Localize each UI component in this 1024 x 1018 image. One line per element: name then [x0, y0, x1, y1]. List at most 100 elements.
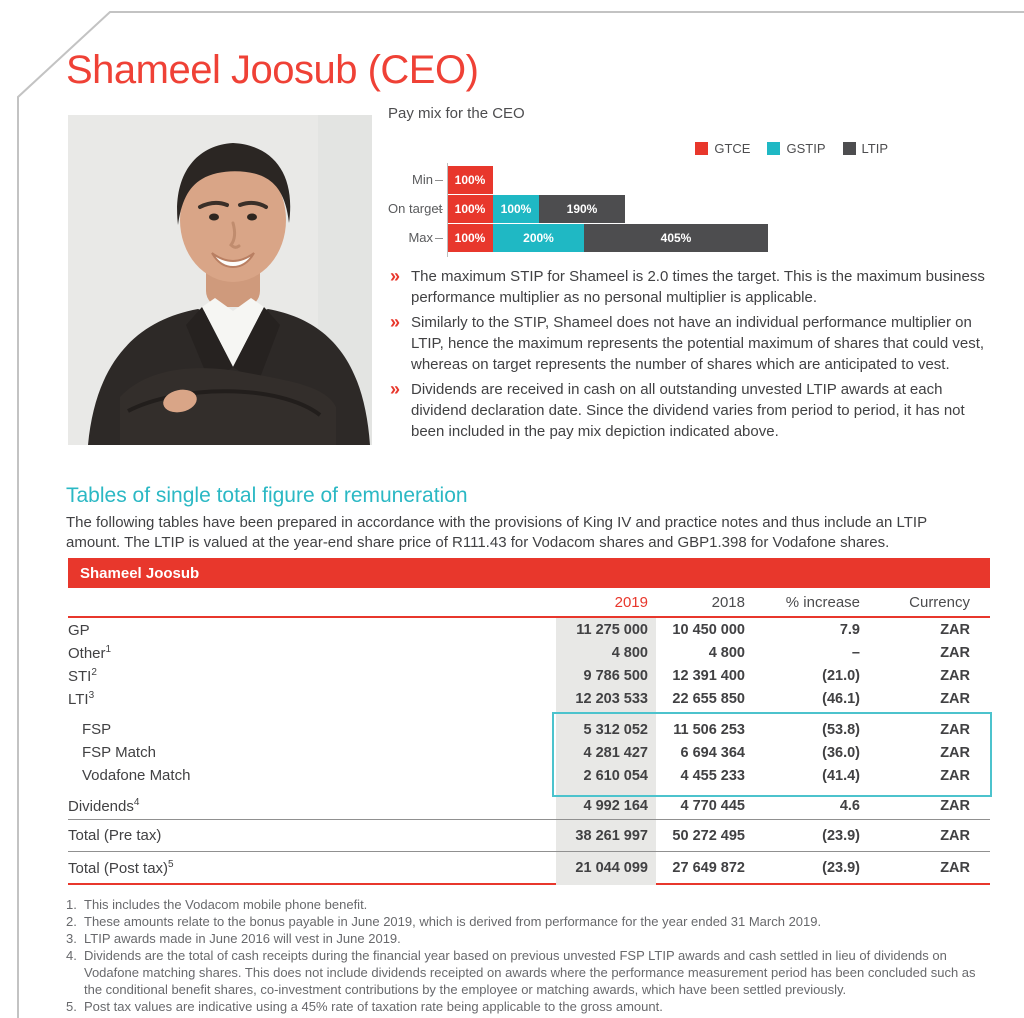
- row-label: Dividends4: [68, 797, 140, 815]
- ceo-photo: [68, 115, 372, 445]
- row-label: Total (Pre tax): [68, 827, 162, 844]
- footnote-text: LTIP awards made in June 2016 will vest …: [84, 931, 401, 946]
- page-title: Shameel Joosub (CEO): [66, 48, 479, 92]
- chart-axis-line: [447, 163, 448, 257]
- bar-segment-gtce: 100%: [447, 166, 493, 194]
- footnote-text: Dividends are the total of cash receipts…: [84, 948, 976, 997]
- table-row: STI2 9 786 500 12 391 400 (21.0) ZAR: [68, 664, 990, 687]
- cell-currency: ZAR: [940, 690, 970, 707]
- footnote-text: These amounts relate to the bonus payabl…: [84, 914, 822, 929]
- table-title-bar: Shameel Joosub: [68, 558, 990, 588]
- legend-swatch-gtce-icon: [695, 142, 709, 155]
- column-header-2018: 2018: [711, 593, 745, 611]
- cell-currency: ZAR: [940, 744, 970, 761]
- cell-2018: 6 694 364: [680, 744, 745, 761]
- bullet-item: » Dividends are received in cash on all …: [390, 379, 990, 442]
- row-label: STI2: [68, 666, 97, 685]
- bar-segment-gtce: 100%: [447, 224, 493, 252]
- cell-2019: 2 610 054: [583, 767, 648, 784]
- legend-swatch-ltip-icon: [842, 142, 856, 155]
- section-intro: The following tables have been prepared …: [66, 514, 927, 551]
- row-label: FSP Match: [82, 744, 156, 761]
- table-row-total-posttax: Total (Post tax)5 21 044 099 27 649 872 …: [68, 851, 990, 883]
- table-header-row: 2019 2018 % increase Currency: [68, 588, 990, 618]
- cell-currency: ZAR: [940, 667, 970, 684]
- legend-item-ltip: LTIP: [842, 141, 889, 156]
- bar-stack: 100% 100% 190%: [447, 195, 625, 223]
- table-row-total-pretax: Total (Pre tax) 38 261 997 50 272 495 (2…: [68, 819, 990, 851]
- cell-increase: (36.0): [822, 744, 860, 761]
- bullet-item: » The maximum STIP for Shameel is 2.0 ti…: [390, 266, 990, 308]
- cell-2019: 4 800: [611, 644, 648, 661]
- cell-2018: 4 455 233: [680, 767, 745, 784]
- chart-category-label: On target: [388, 201, 443, 216]
- cell-increase: (21.0): [822, 667, 860, 684]
- table-bottom-rule: [68, 883, 990, 885]
- table-row: Vodafone Match 2 610 054 4 455 233 (41.4…: [68, 764, 990, 787]
- cell-2019: 11 275 000: [576, 621, 648, 638]
- cell-increase: (23.9): [822, 859, 860, 876]
- row-label: Other1: [68, 643, 112, 662]
- cell-increase: (41.4): [822, 767, 860, 784]
- cell-increase: –: [851, 644, 860, 661]
- footnote-item: 1. This includes the Vodacom mobile phon…: [66, 896, 988, 913]
- cell-increase: (23.9): [822, 827, 860, 844]
- chevron-bullet-icon: »: [390, 312, 401, 332]
- footnote-text: Post tax values are indicative using a 4…: [84, 999, 663, 1014]
- cell-2018: 4 770 445: [680, 798, 745, 814]
- table-row: GP 11 275 000 10 450 000 7.9 ZAR: [68, 618, 990, 641]
- row-label: LTI3: [68, 689, 95, 708]
- bullet-text: The maximum STIP for Shameel is 2.0 time…: [411, 268, 985, 306]
- chart-row-max: Max 100% 200% 405%: [388, 224, 768, 252]
- chart-legend: GTCE GSTIP LTIP: [388, 141, 888, 156]
- row-label: GP: [68, 621, 90, 639]
- chevron-bullet-icon: »: [390, 379, 401, 399]
- cell-2019: 5 312 052: [583, 721, 648, 738]
- cell-currency: ZAR: [940, 798, 970, 814]
- cell-2018: 50 272 495: [672, 827, 745, 844]
- cell-currency: ZAR: [940, 621, 970, 638]
- footnote-item: 3. LTIP awards made in June 2016 will ve…: [66, 930, 988, 947]
- pay-mix-chart: Min 100% On target 100% 100% 190% Max 100% 200% 4…: [388, 163, 768, 257]
- chart-category-label: Min: [412, 172, 433, 187]
- legend-swatch-gstip-icon: [767, 142, 781, 155]
- legend-item-gtce: GTCE: [695, 141, 750, 156]
- cell-2019: 12 203 533: [575, 690, 648, 707]
- table-row: FSP 5 312 052 11 506 253 (53.8) ZAR: [68, 718, 990, 741]
- table-row: Other1 4 800 4 800 – ZAR: [68, 641, 990, 664]
- axis-tick: [435, 179, 443, 181]
- bar-segment-ltip: 405%: [584, 224, 768, 252]
- legend-label: LTIP: [861, 141, 889, 156]
- cell-2019: 9 786 500: [583, 667, 648, 684]
- bullet-list: » The maximum STIP for Shameel is 2.0 ti…: [390, 266, 990, 446]
- section-heading: Tables of single total figure of remuner…: [66, 484, 468, 507]
- footnote-number: 5.: [66, 999, 77, 1014]
- cell-currency: ZAR: [940, 827, 970, 844]
- legend-item-gstip: GSTIP: [767, 141, 826, 156]
- column-header-increase: % increase: [785, 593, 860, 611]
- cell-2018: 27 649 872: [672, 859, 745, 876]
- footnote-item: 5. Post tax values are indicative using …: [66, 998, 988, 1015]
- footnotes: 1. This includes the Vodacom mobile phon…: [66, 896, 988, 1015]
- cell-currency: ZAR: [940, 859, 970, 876]
- cell-2018: 12 391 400: [672, 667, 745, 684]
- cell-2019: 21 044 099: [575, 859, 648, 876]
- cell-2018: 10 450 000: [672, 621, 745, 638]
- pay-mix-heading: Pay mix for the CEO: [388, 105, 525, 122]
- cell-currency: ZAR: [940, 721, 970, 738]
- bar-segment-gtce: 100%: [447, 195, 493, 223]
- cell-2018: 22 655 850: [672, 690, 745, 707]
- row-label: FSP: [82, 721, 112, 738]
- table-title: Shameel Joosub: [80, 564, 200, 582]
- bar-stack: 100% 200% 405%: [447, 224, 768, 252]
- remuneration-table: Shameel Joosub 2019 2018 % increase Curr…: [68, 558, 992, 885]
- legend-label: GSTIP: [786, 141, 826, 156]
- legend-label: GTCE: [714, 141, 751, 156]
- cell-currency: ZAR: [940, 644, 970, 661]
- chevron-bullet-icon: »: [390, 266, 401, 286]
- footnote-item: 4. Dividends are the total of cash recei…: [66, 947, 988, 998]
- highlight-column-2019: [556, 618, 656, 885]
- cell-increase: 4.6: [839, 798, 860, 814]
- bar-segment-gstip: 200%: [493, 224, 584, 252]
